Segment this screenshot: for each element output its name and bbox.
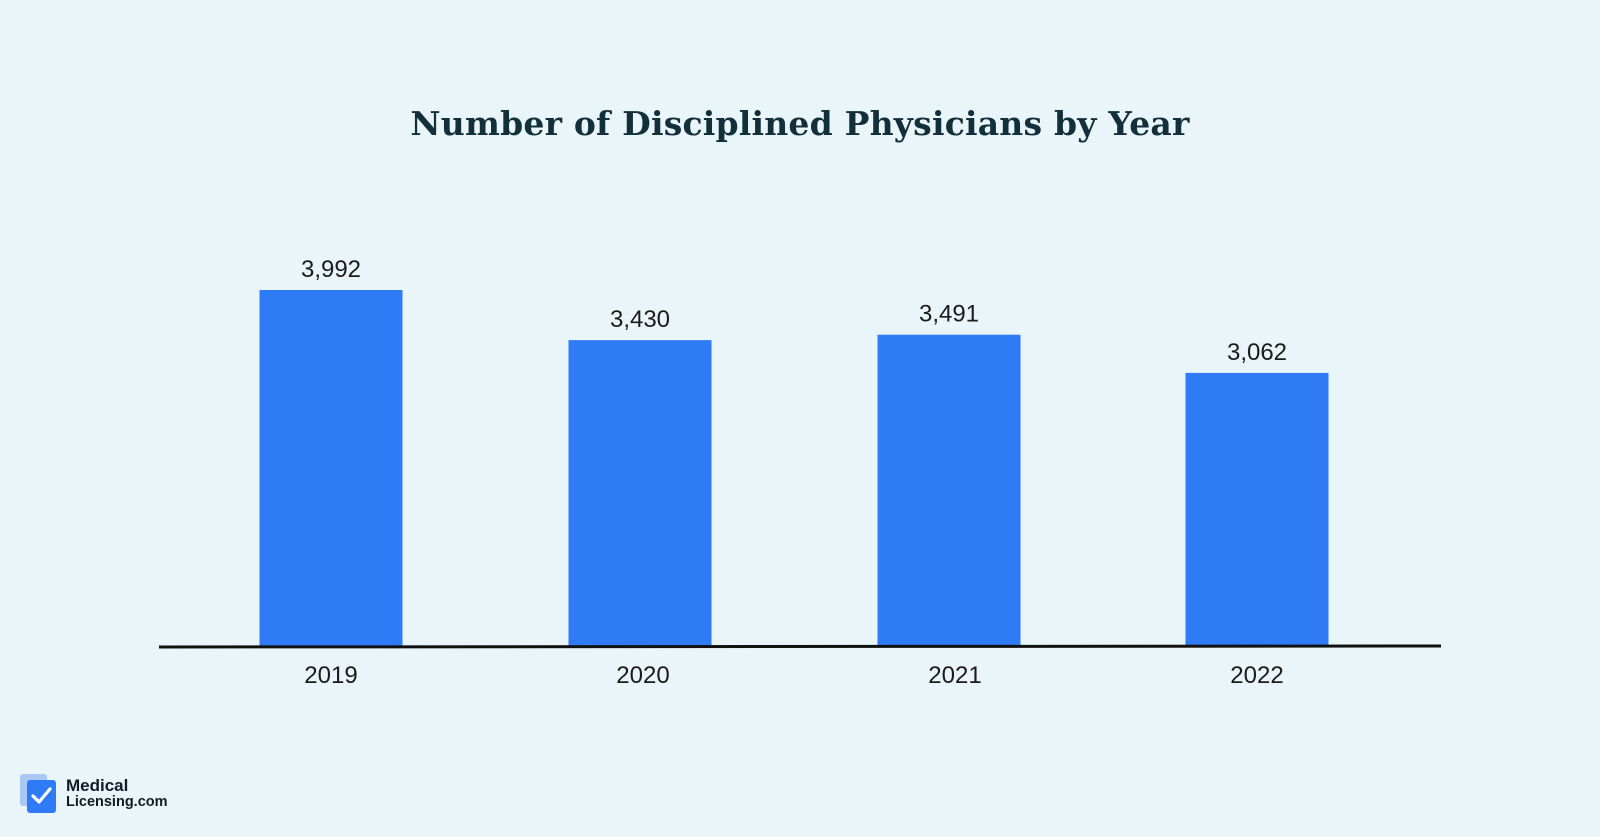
bar-2019 <box>259 290 403 646</box>
bar-value-label-2021: 3,491 <box>919 301 979 328</box>
value-labels-group: 3,992 3,430 3,491 3,062 <box>301 256 1287 366</box>
bar-value-label-2020: 3,430 <box>610 306 670 333</box>
bar-2022 <box>1185 372 1329 646</box>
brand-logo: Medical Licensing.com <box>19 774 168 814</box>
x-tick-label-2020: 2020 <box>616 662 669 689</box>
bar-2020 <box>568 340 712 646</box>
brand-name-line1: Medical <box>66 776 129 795</box>
brand-text: Medical Licensing.com <box>66 776 168 810</box>
bar-value-label-2022: 3,062 <box>1227 339 1287 366</box>
chart-title: Number of Disciplined Physicians by Year <box>410 104 1190 143</box>
checkmark-document-icon <box>20 774 56 813</box>
x-tick-label-2022: 2022 <box>1230 662 1283 689</box>
x-axis-line <box>158 644 1442 649</box>
x-tick-label-2019: 2019 <box>304 662 357 689</box>
bar-value-label-2019: 3,992 <box>301 256 361 283</box>
bars-group <box>259 290 1329 646</box>
x-tick-label-2021: 2021 <box>928 662 981 689</box>
brand-name-line2: Licensing.com <box>66 794 168 810</box>
x-tick-labels-group: 2019 2020 2021 2022 <box>304 662 1283 689</box>
bar-2021 <box>877 334 1021 646</box>
